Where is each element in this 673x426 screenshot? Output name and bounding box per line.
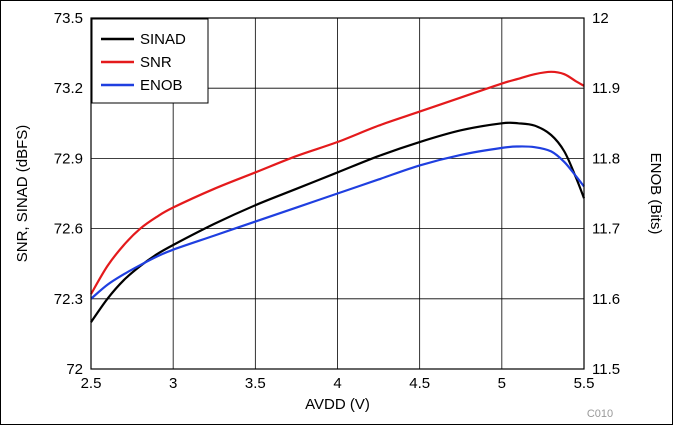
y-right-tick-label: 12 <box>592 10 609 27</box>
y-left-tick-label: 72 <box>66 361 83 378</box>
series-lines <box>90 70 586 323</box>
y-left-tick-label: 72.9 <box>54 150 83 167</box>
y-right-tick-label: 11.7 <box>592 221 620 238</box>
legend-label-enob: ENOB <box>140 77 183 94</box>
series-line-snr <box>90 70 585 295</box>
y-right-tick-label: 11.5 <box>592 361 620 378</box>
plot-border <box>90 17 585 370</box>
y-left-tick-label: 72.6 <box>54 221 83 238</box>
x-tick-label: 2.5 <box>81 375 102 392</box>
y-axis-left-label: SNR, SINAD (dBFS) <box>14 125 31 263</box>
figure-code: C010 <box>587 408 613 420</box>
x-tick-label: 3.5 <box>245 375 266 392</box>
x-tick-label: 5.5 <box>574 375 595 392</box>
legend-label-sinad: SINAD <box>140 31 186 48</box>
x-tick-label: 4.5 <box>409 375 430 392</box>
series-line-enob <box>90 145 585 300</box>
x-tick-label: 3 <box>169 375 177 392</box>
x-tick-label: 4 <box>333 375 341 392</box>
y-right-tick-label: 11.8 <box>592 150 620 167</box>
x-tick-label: 5 <box>498 375 506 392</box>
x-axis-label: AVDD (V) <box>305 396 370 413</box>
y-left-tick-label: 72.3 <box>54 291 83 308</box>
y-left-tick-label: 73.2 <box>54 80 83 97</box>
y-right-tick-label: 11.6 <box>592 291 620 308</box>
y-left-tick-label: 73.5 <box>54 10 83 27</box>
legend: SINAD SNR ENOB <box>91 18 209 104</box>
tick-labels: 2.5 3 3.5 4 4.5 5 5.5 72 72.3 72.6 72.9 73.2 73.5 11.… <box>54 10 620 392</box>
legend-label-snr: SNR <box>140 54 172 71</box>
y-right-tick-label: 11.9 <box>592 80 620 97</box>
y-axis-right-label: ENOB (Bits) <box>647 153 664 235</box>
